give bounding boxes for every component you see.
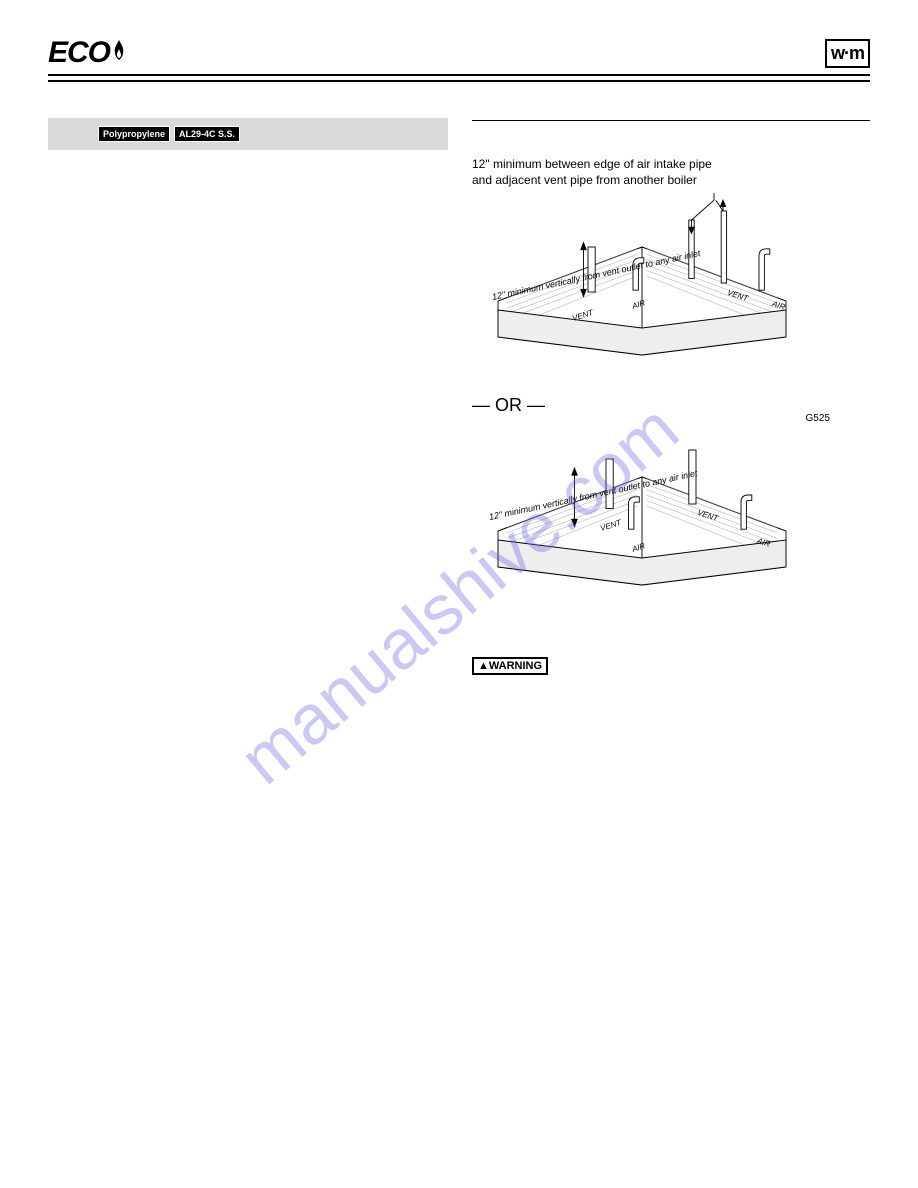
page: ECO w·m Polypropylene AL29-4C S.S. 12" m… bbox=[0, 0, 918, 1188]
eco-logo: ECO bbox=[48, 36, 128, 70]
eco-logo-text: ECO bbox=[48, 36, 110, 69]
content-section: Polypropylene AL29-4C S.S. 12" minimum b… bbox=[48, 118, 870, 675]
warning-box: ▲WARNING bbox=[472, 657, 548, 675]
spacing-note: 12" minimum between edge of air intake p… bbox=[472, 157, 722, 188]
tag-polypropylene: Polypropylene bbox=[98, 126, 170, 142]
warning-label: WARNING bbox=[489, 660, 542, 672]
tag-al294c: AL29-4C S.S. bbox=[174, 126, 240, 142]
figure-title bbox=[472, 118, 870, 121]
warning-icon: ▲ bbox=[478, 660, 489, 672]
roof-diagram-bottom: 12" minimum vertically from vent outlet … bbox=[472, 423, 812, 603]
wm-logo-text: w·m bbox=[831, 43, 864, 63]
header-rule bbox=[48, 80, 870, 82]
left-column: Polypropylene AL29-4C S.S. bbox=[48, 118, 448, 675]
roof-diagram-top: 12" minimum vertically from vent outlet … bbox=[472, 193, 812, 373]
page-header: ECO w·m bbox=[48, 36, 870, 76]
flame-icon bbox=[110, 36, 128, 58]
material-tag-bar: Polypropylene AL29-4C S.S. bbox=[48, 118, 448, 150]
vent-diagram: 12" minimum between edge of air intake p… bbox=[472, 133, 832, 643]
or-separator: — OR — bbox=[472, 395, 545, 416]
right-column: 12" minimum between edge of air intake p… bbox=[472, 118, 870, 675]
wm-logo: w·m bbox=[825, 39, 870, 68]
